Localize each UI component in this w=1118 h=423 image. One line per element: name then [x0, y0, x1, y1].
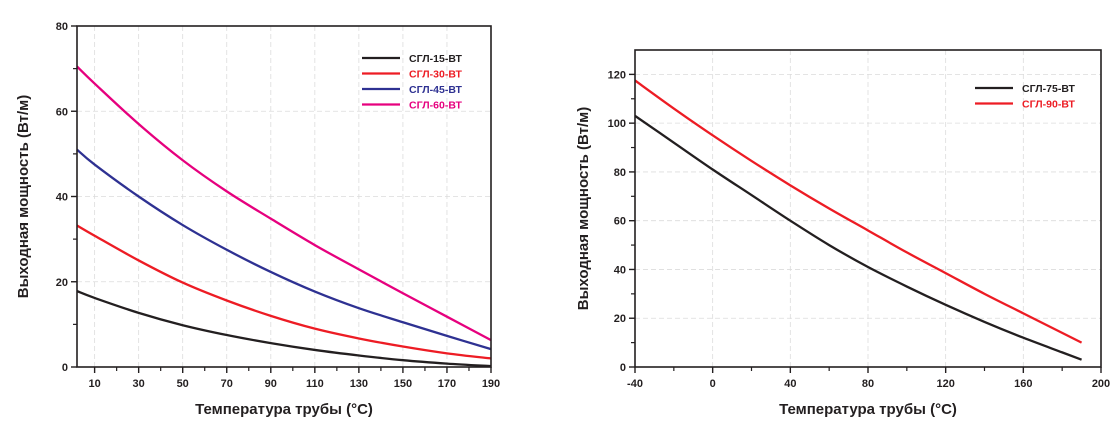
- series-line-СГЛ-15-ВТ: [76, 290, 492, 368]
- x-tick-label: 70: [221, 378, 233, 390]
- y-tick-label: 40: [614, 264, 626, 276]
- x-tick-label: 110: [306, 378, 324, 390]
- x-tick-label: -40: [627, 378, 643, 390]
- y-axis-label: Выходная мощность (Вт/м): [15, 95, 32, 298]
- x-tick-label: 120: [936, 378, 954, 390]
- legend-label: СГЛ-60-ВТ: [409, 100, 462, 112]
- series-line-СГЛ-30-ВТ: [76, 224, 492, 360]
- y-tick-label: 100: [608, 118, 626, 130]
- x-axis-label: Температура трубы (°C): [195, 401, 373, 418]
- legend: СГЛ-75-ВТ СГЛ-90-ВТ: [975, 83, 1075, 111]
- y-tick-label: 60: [56, 106, 68, 118]
- y-axis-label: Выходная мощность (Вт/м): [575, 107, 592, 310]
- legend-label: СГЛ-30-ВТ: [409, 69, 462, 81]
- chart-1: 10 30 50 70 90 110 130 150 170 190 0 20 40 60 80 Темпер…: [15, 21, 500, 418]
- y-tick-label: 120: [608, 69, 626, 81]
- x-tick-label: 0: [710, 378, 716, 390]
- x-tick-label: 150: [394, 378, 412, 390]
- series-line-СГЛ-45-ВТ: [76, 148, 492, 351]
- y-tick-label: 0: [62, 362, 68, 374]
- y-tick-label: 60: [614, 216, 626, 228]
- x-tick-label: 200: [1092, 378, 1110, 390]
- legend-label: СГЛ-90-ВТ: [1022, 99, 1075, 111]
- legend-label: СГЛ-45-ВТ: [409, 84, 462, 96]
- x-axis-label: Температура трубы (°C): [779, 401, 957, 418]
- x-tick-label: 80: [862, 378, 874, 390]
- y-tick-label: 80: [614, 167, 626, 179]
- chart-2: -40 0 40 80 120 160 200020406080100120Температ…: [575, 49, 1110, 418]
- x-tick-label: 10: [88, 378, 100, 390]
- x-tick-label: 90: [265, 378, 277, 390]
- x-tick-label: 30: [133, 378, 145, 390]
- x-tick-label: 40: [784, 378, 796, 390]
- legend-label: СГЛ-75-ВТ: [1022, 83, 1075, 95]
- legend-label: СГЛ-15-ВТ: [409, 53, 462, 65]
- y-tick-label: 40: [56, 192, 68, 204]
- series-line-СГЛ-60-ВТ: [76, 65, 492, 342]
- y-tick-label: 0: [620, 362, 626, 374]
- x-tick-label: 130: [350, 378, 368, 390]
- legend: СГЛ-15-ВТ СГЛ-30-ВТ СГЛ-45-ВТ СГЛ-60-ВТ: [362, 53, 462, 112]
- series-line-СГЛ-90-ВТ: [634, 79, 1083, 344]
- y-tick-label: 20: [56, 277, 68, 289]
- y-tick-label: 20: [614, 313, 626, 325]
- series-line-СГЛ-75-ВТ: [634, 114, 1082, 361]
- x-tick-label: 160: [1014, 378, 1032, 390]
- x-tick-label: 170: [438, 378, 456, 390]
- x-tick-label: 50: [177, 378, 189, 390]
- x-tick-label: 190: [482, 378, 500, 390]
- y-tick-label: 80: [56, 21, 68, 33]
